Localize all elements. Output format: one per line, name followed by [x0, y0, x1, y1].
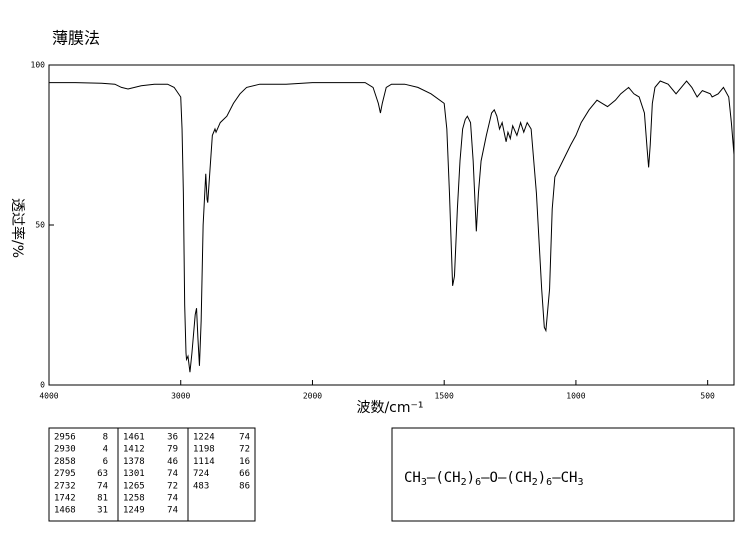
y-tick-label: 100 — [31, 61, 46, 70]
formula-frame — [391, 427, 735, 522]
peak-transmittance: 63 — [97, 469, 108, 479]
subscript: 6 — [475, 477, 481, 488]
subscript: 2 — [532, 477, 538, 488]
peak-transmittance: 74 — [167, 469, 178, 479]
spectrum-line — [49, 80, 735, 373]
peak-wavenumber: 1412 — [123, 445, 145, 455]
peak-transmittance: 6 — [103, 457, 108, 467]
x-tick-label: 1000 — [566, 392, 585, 401]
peak-transmittance: 46 — [167, 457, 178, 467]
peak-wavenumber: 2732 — [54, 481, 76, 491]
peak-transmittance: 31 — [97, 506, 108, 516]
peak-transmittance: 72 — [167, 481, 178, 491]
peak-wavenumber: 2930 — [54, 445, 76, 455]
peak-wavenumber: 1265 — [123, 481, 145, 491]
peak-transmittance: 74 — [167, 506, 178, 516]
peak-wavenumber: 483 — [193, 481, 209, 491]
peak-transmittance: 36 — [167, 433, 178, 443]
chart-title: 薄膜法 — [52, 29, 100, 48]
x-axis-label: 波数/cm⁻¹ — [356, 400, 423, 416]
structural-formula: CH3—(CH2)6—O—(CH2)6—CH3 — [404, 470, 584, 488]
formula-part: —CH — [552, 470, 577, 486]
peak-transmittance: 74 — [239, 433, 250, 443]
y-tick-label: 0 — [40, 381, 45, 390]
subscript: 3 — [577, 477, 583, 488]
peak-transmittance: 16 — [239, 457, 250, 467]
subscript: 3 — [421, 477, 427, 488]
peak-wavenumber: 1468 — [54, 506, 76, 516]
subscript: 6 — [546, 477, 552, 488]
subscript: 2 — [461, 477, 467, 488]
x-tick-label: 1500 — [435, 392, 454, 401]
peak-transmittance: 72 — [239, 445, 250, 455]
x-tick-label: 500 — [700, 392, 715, 401]
peak-transmittance: 8 — [103, 433, 108, 443]
formula-part: —(CH — [427, 470, 461, 486]
peak-wavenumber: 2956 — [54, 433, 76, 443]
y-tick-label: 50 — [35, 221, 45, 230]
peak-transmittance: 79 — [167, 445, 178, 455]
formula-part: ) — [467, 470, 475, 486]
x-tick-label: 4000 — [39, 392, 58, 401]
peak-transmittance: 4 — [103, 445, 108, 455]
peak-wavenumber: 1461 — [123, 433, 145, 443]
peak-wavenumber: 1742 — [54, 494, 76, 504]
peak-wavenumber: 1258 — [123, 494, 145, 504]
peak-transmittance: 74 — [97, 481, 108, 491]
peak-wavenumber: 2795 — [54, 469, 76, 479]
x-tick-label: 2000 — [303, 392, 322, 401]
peak-wavenumber: 1114 — [193, 457, 215, 467]
peak-wavenumber: 1378 — [123, 457, 145, 467]
formula-part: ) — [538, 470, 546, 486]
peak-transmittance: 74 — [167, 494, 178, 504]
peak-table-frame — [48, 427, 256, 522]
formula-part: CH — [404, 470, 421, 486]
peak-wavenumber: 1249 — [123, 506, 145, 516]
peak-transmittance: 86 — [239, 481, 250, 491]
peak-wavenumber: 1301 — [123, 469, 145, 479]
peak-wavenumber: 1198 — [193, 445, 215, 455]
peak-wavenumber: 2858 — [54, 457, 76, 467]
y-axis-label: 透过率/% — [9, 198, 26, 258]
peak-wavenumber: 1224 — [193, 433, 215, 443]
x-tick-label: 3000 — [171, 392, 190, 401]
peak-transmittance: 66 — [239, 469, 250, 479]
formula-part: —O—(CH — [481, 470, 532, 486]
plot-frame — [48, 64, 735, 386]
peak-transmittance: 81 — [97, 494, 108, 504]
peak-wavenumber: 724 — [193, 469, 209, 479]
